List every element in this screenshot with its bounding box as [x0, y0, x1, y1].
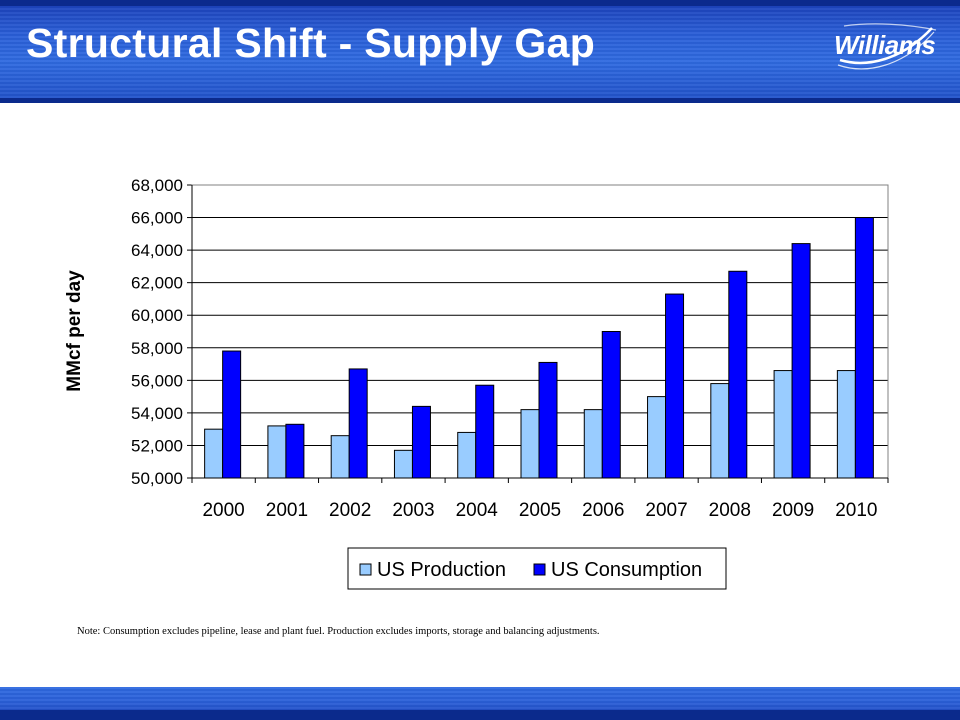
- header-band: [0, 0, 960, 103]
- bar-us-consumption-2000: [222, 350, 242, 479]
- chart-note: Note: Consumption excludes pipeline, lea…: [77, 626, 600, 637]
- legend-swatch: [359, 563, 372, 576]
- y-tick-label: 58,000: [131, 339, 183, 358]
- legend-label: US Production: [377, 559, 506, 581]
- y-tick-label: 54,000: [131, 404, 183, 423]
- x-tick-label: 2005: [519, 500, 561, 521]
- logo-text: Williams: [834, 30, 936, 60]
- y-axis-label: MMcf per day: [64, 270, 85, 392]
- y-tick-label: 66,000: [131, 209, 183, 228]
- bar-us-production-2008: [710, 383, 730, 479]
- y-tick-label: 52,000: [131, 436, 183, 455]
- bar-us-consumption-2005: [538, 361, 558, 479]
- bar-us-consumption-2008: [728, 270, 748, 479]
- y-tick-label: 68,000: [131, 176, 183, 195]
- bar-us-production-2010: [836, 370, 856, 479]
- x-tick-label: 2003: [392, 500, 434, 521]
- y-tick-label: 50,000: [131, 469, 183, 488]
- bar-us-consumption-2009: [791, 243, 811, 479]
- x-tick-label: 2004: [456, 500, 499, 521]
- header-top-line: [0, 0, 960, 6]
- y-tick-label: 60,000: [131, 306, 183, 325]
- legend-label: US Consumption: [551, 559, 702, 581]
- legend-swatch: [533, 563, 546, 576]
- x-tick-label: 2010: [835, 500, 877, 521]
- bar-us-production-2000: [204, 428, 224, 479]
- bar-us-consumption-2001: [285, 423, 305, 479]
- y-tick-label: 64,000: [131, 241, 183, 260]
- bar-us-production-2001: [267, 425, 287, 479]
- bar-us-production-2005: [520, 409, 540, 479]
- bar-us-consumption-2006: [601, 331, 621, 479]
- bar-us-consumption-2004: [475, 384, 495, 479]
- slide-title: Structural Shift - Supply Gap: [26, 20, 596, 66]
- bar-us-production-2002: [330, 435, 350, 479]
- header-bottom-line: [0, 98, 960, 103]
- x-tick-label: 2001: [266, 500, 308, 521]
- x-tick-label: 2006: [582, 500, 624, 521]
- bar-us-consumption-2010: [854, 217, 874, 479]
- x-tick-label: 2002: [329, 500, 371, 521]
- x-tick-label: 2007: [645, 500, 687, 521]
- footer-line: [0, 710, 960, 720]
- williams-logo: Williams: [832, 20, 942, 80]
- bar-us-production-2006: [583, 409, 603, 479]
- bar-us-production-2004: [457, 431, 477, 479]
- y-tick-label: 56,000: [131, 371, 183, 390]
- bar-us-consumption-2002: [348, 368, 368, 479]
- bar-us-consumption-2007: [665, 293, 685, 479]
- bar-us-consumption-2003: [411, 405, 431, 479]
- y-tick-label: 62,000: [131, 274, 183, 293]
- x-tick-label: 2008: [709, 500, 751, 521]
- bar-us-production-2009: [773, 370, 793, 479]
- logo-swoosh-icon: [837, 23, 937, 70]
- x-tick-label: 2000: [202, 500, 244, 521]
- x-tick-label: 2009: [772, 500, 814, 521]
- bar-us-production-2003: [393, 449, 413, 479]
- bar-us-production-2007: [647, 396, 667, 479]
